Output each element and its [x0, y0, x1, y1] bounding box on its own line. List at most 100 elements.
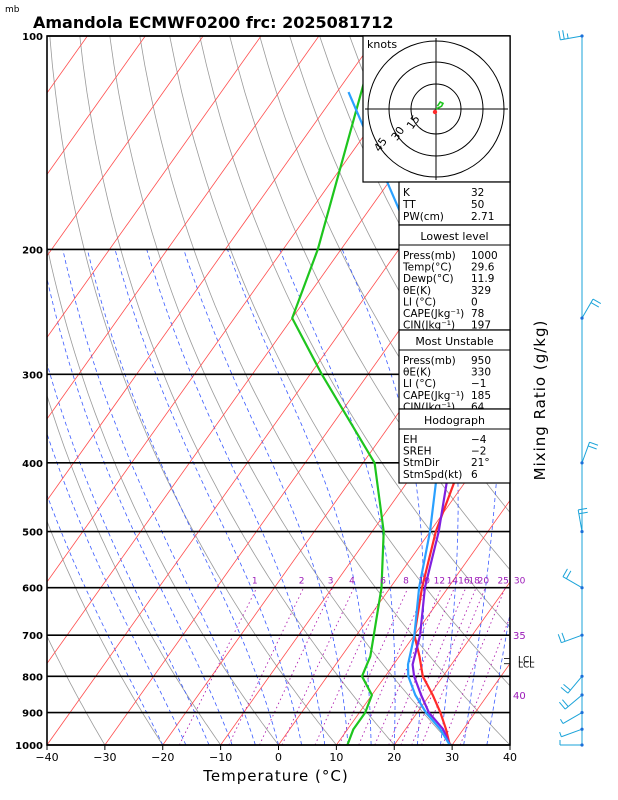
most-unstable-row-value: 185 [471, 390, 491, 402]
side-label: 40 [513, 691, 526, 702]
barb-flag [578, 511, 588, 515]
mixing-ratio-line [459, 615, 510, 745]
mixing-ratio-label: 1 [252, 577, 258, 587]
index-label: PW(cm) [403, 211, 444, 223]
y-tick-label: 100 [22, 32, 43, 43]
lowest-level-row-label: Temp(°C) [402, 262, 452, 274]
lcl-label: LCL [518, 661, 534, 671]
x-tick-label: 40 [503, 751, 517, 764]
most-unstable-box [398, 329, 511, 410]
isotherm [104, 173, 510, 745]
moist-adiabat [183, 249, 349, 745]
lowest-level-row-label: Press(mb) [403, 250, 456, 262]
mixing-ratio-line [178, 587, 258, 745]
lowest-level-row-label: θE(K) [403, 285, 431, 297]
moist-adiabat [463, 249, 501, 745]
lowest-level-row-value: 0 [471, 296, 478, 308]
hodograph-stats-row-value: −4 [471, 434, 487, 446]
barb-dot [580, 529, 584, 534]
dry-adiabat [199, 36, 510, 629]
x-axis-label: Temperature (°C) [202, 767, 348, 785]
most-unstable-header: Most Unstable [415, 335, 494, 348]
hodograph-stats-row-value: −2 [471, 446, 486, 458]
x-tick-label: −30 [93, 751, 116, 764]
mixing-ratio-label: 25 [497, 577, 508, 587]
lowest-level-row-label: CAPE(Jkg⁻¹) [403, 308, 464, 320]
isotherm [47, 36, 320, 420]
x-tick-label: 30 [445, 751, 459, 764]
mixing-ratio-line [442, 587, 506, 745]
lowest-level-header: Lowest level [420, 230, 488, 243]
most-unstable-row-value: 950 [471, 355, 491, 367]
mixing-ratio-line [338, 587, 409, 745]
isotherm [393, 581, 510, 745]
barb-flag [589, 441, 599, 446]
wind-barb [561, 728, 583, 738]
index-value: 50 [471, 199, 484, 211]
isotherm [47, 36, 436, 583]
hodograph-stats-row-label: EH [403, 434, 418, 446]
index-value: 32 [471, 187, 484, 199]
x-tick-label: −10 [209, 751, 232, 764]
dry-adiabat [79, 36, 395, 745]
barb-dot [580, 710, 584, 715]
y-tick-label: 200 [22, 245, 43, 256]
dry-adiabat [109, 36, 453, 745]
wind-barb [581, 442, 590, 464]
x-tick-label: 10 [329, 751, 343, 764]
barb-flag [590, 302, 600, 308]
isotherm [47, 36, 262, 339]
dry-adiabat [47, 520, 164, 745]
hodograph-ring [388, 61, 484, 157]
y-tick-label: 700 [22, 631, 43, 642]
stats-panel: K 32 TT 50 PW(cm) 2.71 Lowest level Press(mb) 10… [398, 181, 511, 484]
barb-flag [563, 683, 571, 691]
lcl-label: LCL [518, 655, 534, 665]
x-tick-label: 20 [387, 751, 401, 764]
dry-adiabat [259, 36, 510, 514]
index-label: K [403, 187, 411, 199]
barb-flag [561, 632, 566, 642]
hodograph-stats-box [398, 408, 511, 484]
hodograph-ring [367, 40, 505, 178]
hodograph-stats-row-label: StmDir [403, 457, 440, 469]
dry-adiabat [49, 36, 337, 745]
wind-barb [561, 634, 583, 644]
hodograph-ring [410, 83, 462, 135]
wind-barb [562, 576, 583, 589]
lowest-level-row-label: Dewp(°C) [403, 273, 454, 285]
y-tick-label: 1000 [15, 741, 43, 752]
barb-dot [580, 34, 584, 38]
mixing-ratio-label: 12 [434, 577, 445, 587]
chart-title: Amandola ECMWF0200 frc: 2025081712 [33, 13, 393, 32]
y-tick-label: 400 [22, 459, 43, 470]
barb-flag [565, 570, 572, 579]
mixing-ratio-label: 16 [458, 577, 470, 587]
barb-flag [566, 33, 569, 39]
barb-flag [562, 30, 565, 40]
isotherm [47, 36, 204, 257]
mixing-ratio-label: 10 [418, 577, 430, 587]
mixing-ratio-label: 8 [403, 577, 409, 587]
mixing-ratio-label: 20 [478, 577, 490, 587]
right-axis-label: Mixing Ratio (g/kg) [531, 320, 549, 481]
pressure-unit-label: mb [5, 5, 20, 15]
lowest-level-row-value: 29.6 [471, 262, 495, 274]
barb-dot [580, 743, 584, 747]
wind-barb [562, 712, 583, 724]
mixing-ratio-line [400, 587, 467, 745]
hodograph-stats-row-label: StmSpd(kt) [403, 469, 462, 481]
barb-flag [587, 445, 597, 450]
barb-flag [560, 718, 564, 724]
dry-adiabat [47, 394, 222, 745]
index-value: 2.71 [471, 211, 494, 223]
mixing-ratio-label: 3 [328, 577, 334, 587]
mixing-ratio-label: 30 [514, 577, 526, 587]
mixing-ratio-line [228, 587, 305, 745]
barb-dot [580, 586, 584, 590]
most-unstable-row-label: θE(K) [403, 367, 431, 379]
indices-box [398, 181, 511, 226]
mixing-ratio-label: 4 [349, 577, 355, 587]
